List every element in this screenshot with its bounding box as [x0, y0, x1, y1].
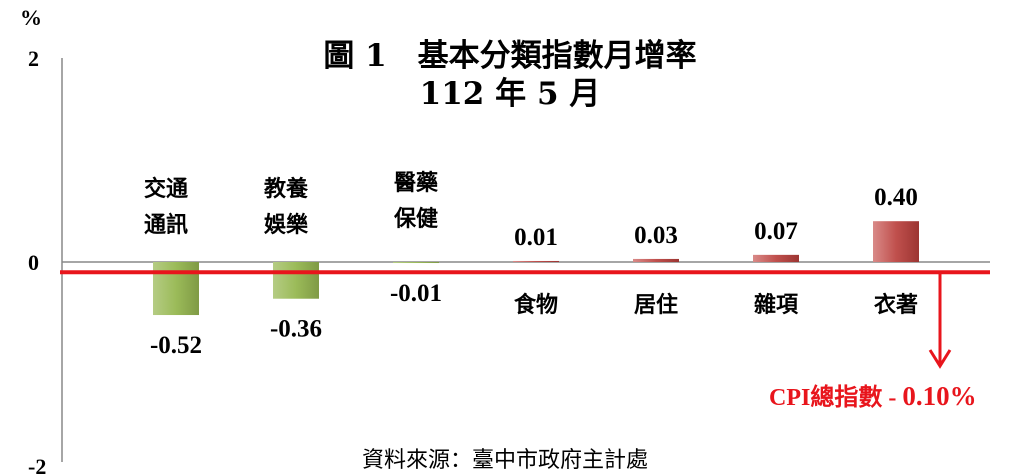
category-label: 交通	[144, 176, 188, 202]
category-label: 教養	[264, 176, 308, 202]
bar	[513, 260, 559, 262]
cpi-arrow-head	[928, 349, 952, 369]
category-label: 衣著	[874, 292, 918, 318]
bar	[633, 258, 679, 262]
y-tick-label: -2	[28, 454, 46, 475]
cpi-value: 0.10%	[902, 381, 977, 411]
category-label: 雜項	[754, 292, 799, 318]
data-label: 0.07	[754, 218, 798, 245]
chart-title: 圖 1 基本分類指數月增率	[323, 38, 697, 74]
data-label: -0.36	[270, 316, 322, 343]
data-label: -0.52	[150, 332, 202, 359]
data-label: 0.01	[514, 224, 558, 251]
data-label: 0.40	[874, 184, 918, 211]
category-label: 通訊	[144, 212, 188, 238]
cpi-annotation: CPI總指數 - 0.10%	[769, 377, 977, 412]
category-label: 食物	[514, 292, 558, 318]
chart-subtitle: 112 年 5 月	[419, 76, 601, 112]
y-tick-label: 0	[28, 250, 39, 275]
source-note: 資料來源：臺中市政府主計處	[361, 448, 648, 473]
category-label: 醫藥	[394, 170, 439, 196]
data-label: 0.03	[634, 222, 678, 249]
category-label: 保健	[393, 206, 438, 232]
y-tick-label: 2	[28, 46, 39, 71]
bar	[393, 262, 439, 264]
category-label: 娛樂	[263, 212, 309, 238]
bar	[153, 262, 199, 316]
y-unit-label: %	[20, 5, 42, 30]
bar	[753, 254, 799, 262]
cpi-label: CPI總指數 -	[769, 385, 897, 411]
bar	[273, 262, 319, 299]
data-label: -0.01	[390, 280, 442, 307]
category-label: 居住	[634, 292, 678, 318]
bar	[873, 221, 919, 262]
